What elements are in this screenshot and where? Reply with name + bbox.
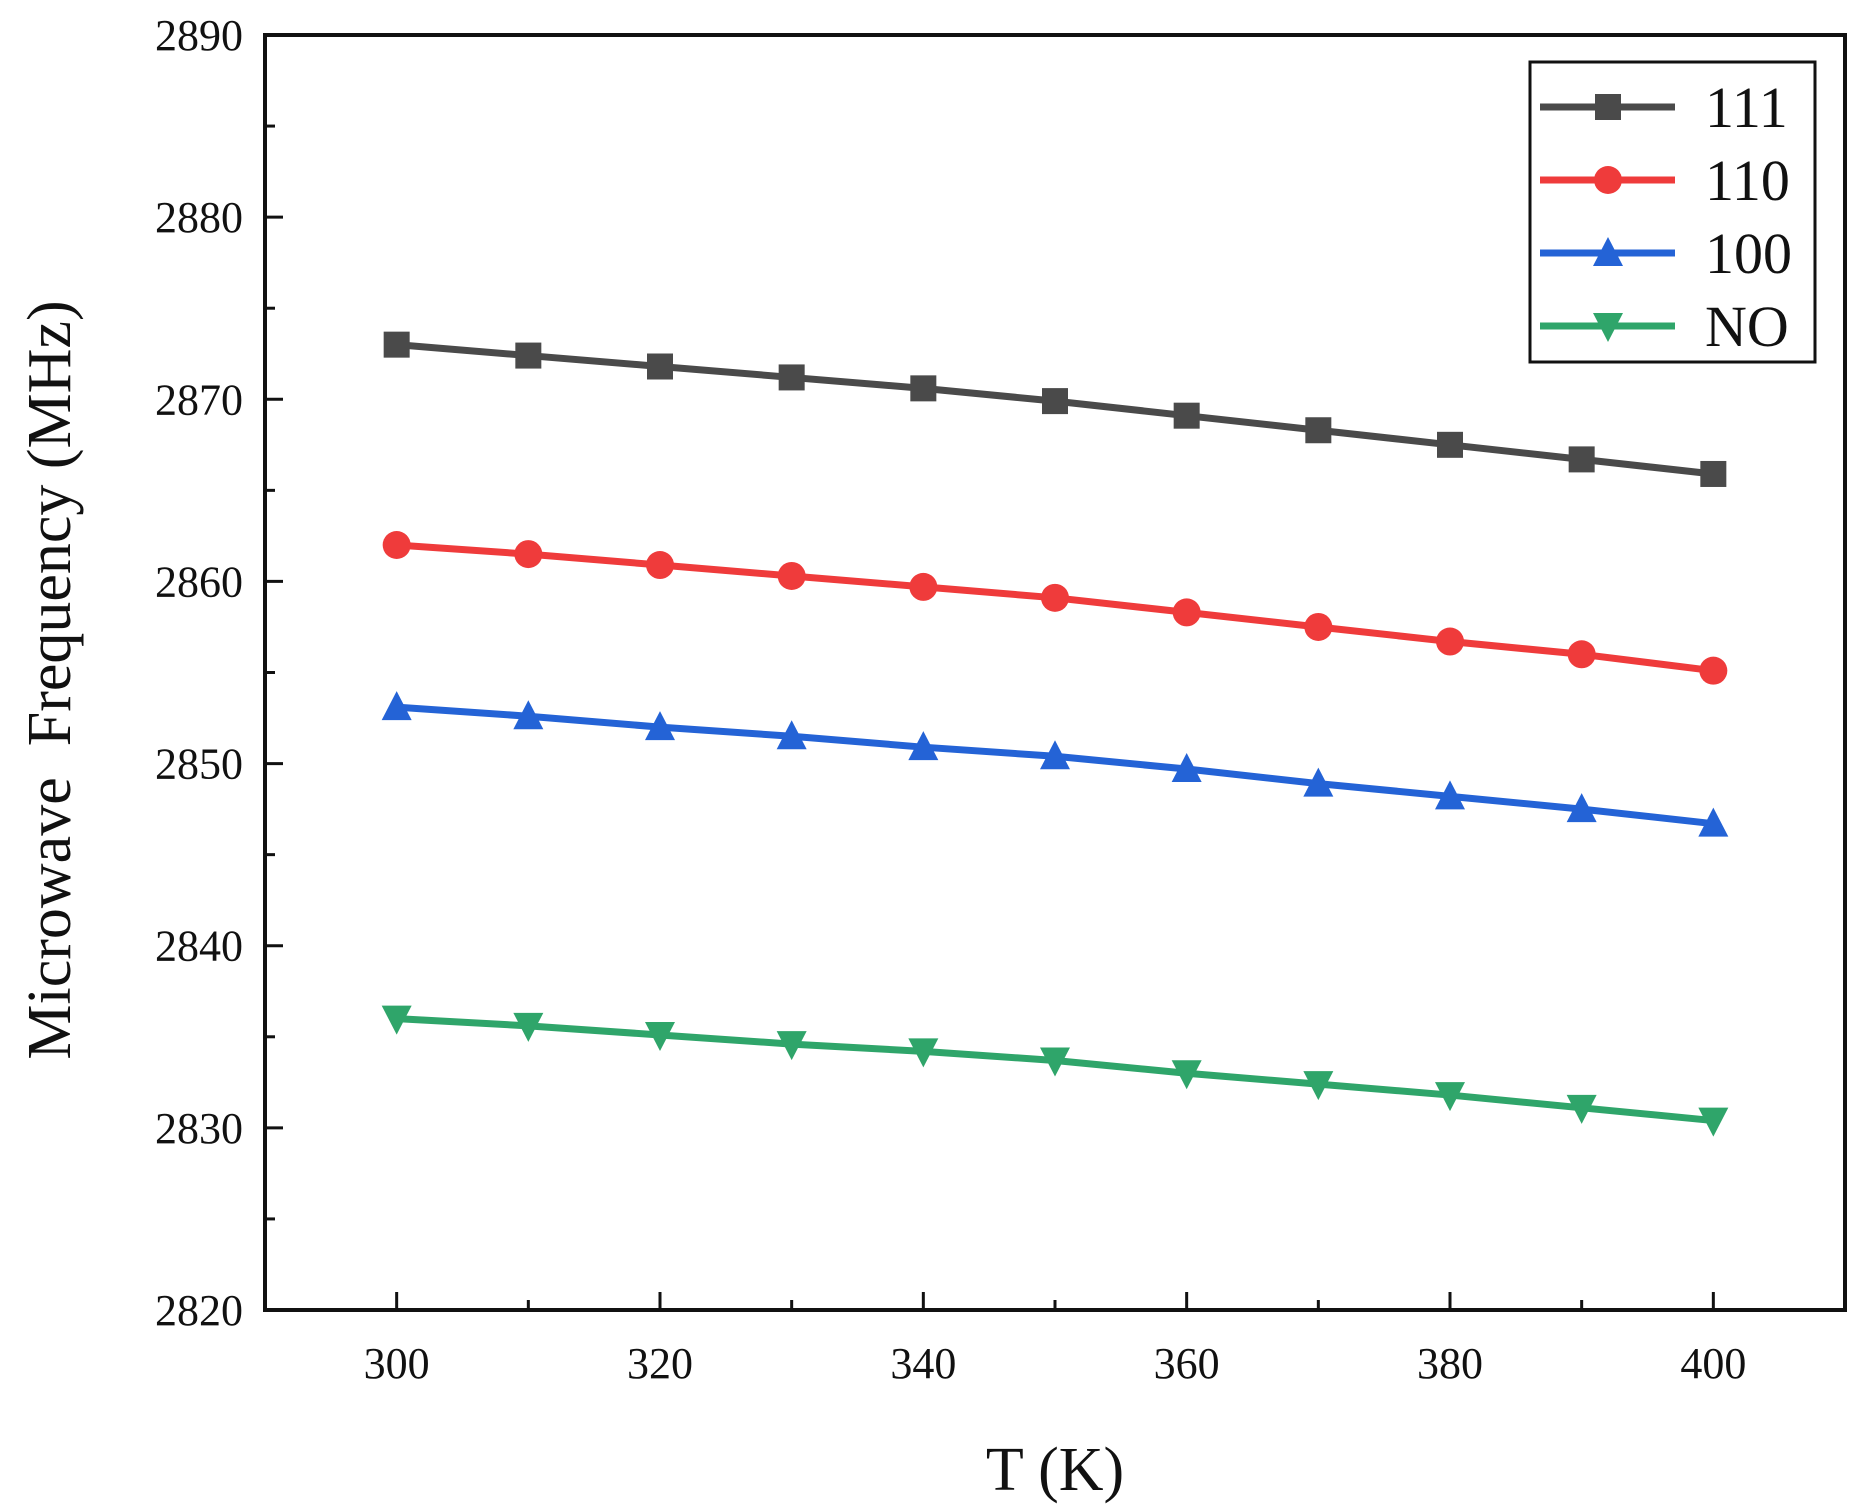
legend-label: 111 bbox=[1705, 75, 1788, 140]
legend-item: 100 bbox=[1540, 221, 1792, 286]
data-point bbox=[645, 1021, 675, 1051]
data-point bbox=[1437, 431, 1463, 458]
data-point bbox=[910, 375, 937, 402]
legend-marker bbox=[1593, 237, 1623, 266]
data-point bbox=[1566, 1094, 1597, 1124]
data-point bbox=[1698, 1107, 1729, 1137]
y-tick-label: 2850 bbox=[155, 740, 243, 789]
series-100 bbox=[381, 691, 1729, 837]
x-tick-label: 320 bbox=[627, 1339, 693, 1388]
data-point bbox=[1304, 612, 1333, 641]
data-point bbox=[776, 1031, 807, 1061]
legend-label: 110 bbox=[1705, 148, 1790, 213]
series-layer bbox=[381, 331, 1729, 1137]
legend-label: NO bbox=[1705, 294, 1789, 359]
legend: 111 110 100 NO bbox=[1528, 60, 1817, 364]
data-point bbox=[1303, 1071, 1334, 1101]
legend-item: NO bbox=[1540, 294, 1789, 359]
data-point bbox=[1040, 1047, 1070, 1077]
data-point bbox=[1042, 388, 1068, 415]
y-tick-label: 2880 bbox=[155, 193, 243, 242]
data-point bbox=[646, 551, 674, 580]
data-point bbox=[1435, 1082, 1465, 1112]
data-point bbox=[645, 711, 675, 741]
data-point bbox=[1303, 767, 1334, 797]
data-point bbox=[1040, 740, 1070, 770]
data-point bbox=[909, 572, 938, 601]
data-point bbox=[1567, 640, 1596, 669]
legend-item: 110 bbox=[1540, 148, 1790, 213]
y-tick-label: 2830 bbox=[155, 1104, 243, 1153]
data-point bbox=[1435, 780, 1465, 810]
y-tick-label: 2820 bbox=[155, 1286, 243, 1335]
data-point bbox=[1171, 1060, 1202, 1090]
legend-marker bbox=[1595, 94, 1621, 120]
data-point bbox=[513, 700, 544, 730]
data-point bbox=[513, 1012, 544, 1042]
legend-label: 100 bbox=[1705, 221, 1792, 286]
x-tick-label: 380 bbox=[1417, 1339, 1483, 1388]
legend-marker bbox=[1594, 166, 1622, 194]
data-point bbox=[382, 531, 411, 559]
y-tick-label: 2890 bbox=[155, 11, 243, 60]
data-point bbox=[647, 353, 673, 380]
data-point bbox=[1305, 417, 1332, 444]
legend-marker bbox=[1593, 313, 1623, 342]
data-point bbox=[908, 1038, 939, 1068]
x-tick-label: 340 bbox=[890, 1339, 956, 1388]
data-point bbox=[777, 561, 806, 590]
data-point bbox=[514, 540, 543, 569]
data-point bbox=[1436, 627, 1464, 656]
x-tick-label: 400 bbox=[1680, 1339, 1746, 1388]
series-110 bbox=[382, 531, 1728, 685]
y-tick-label: 2840 bbox=[155, 922, 243, 971]
data-point bbox=[1173, 402, 1200, 429]
legend-box bbox=[1528, 60, 1817, 364]
data-point bbox=[776, 720, 807, 750]
x-axis-title: T (K) bbox=[986, 1436, 1124, 1504]
data-point bbox=[908, 731, 939, 761]
x-tick-label: 360 bbox=[1154, 1339, 1220, 1388]
axes: 300 320 340 360 380 400 2820 2830 2840 2850 2860 28… bbox=[155, 11, 1847, 1388]
data-point bbox=[1698, 807, 1729, 837]
y-axis-title: Microwave Frequency (MHz) bbox=[16, 300, 84, 1059]
legend-item: 111 bbox=[1540, 75, 1788, 140]
data-point bbox=[778, 364, 805, 391]
data-point bbox=[381, 691, 412, 721]
data-point bbox=[381, 1005, 412, 1035]
data-point bbox=[515, 342, 542, 369]
data-point bbox=[383, 331, 410, 358]
data-point bbox=[1700, 460, 1727, 487]
y-tick-label: 2860 bbox=[155, 557, 243, 606]
x-tick-label: 300 bbox=[364, 1339, 430, 1388]
data-point bbox=[1171, 753, 1202, 783]
data-point bbox=[1041, 583, 1069, 612]
series-111 bbox=[383, 331, 1727, 487]
data-point bbox=[1566, 793, 1597, 823]
y-tick-label: 2870 bbox=[155, 375, 243, 424]
data-point bbox=[1568, 446, 1595, 473]
series-no bbox=[381, 1005, 1729, 1137]
data-point bbox=[1172, 598, 1201, 627]
data-point bbox=[1699, 656, 1728, 685]
